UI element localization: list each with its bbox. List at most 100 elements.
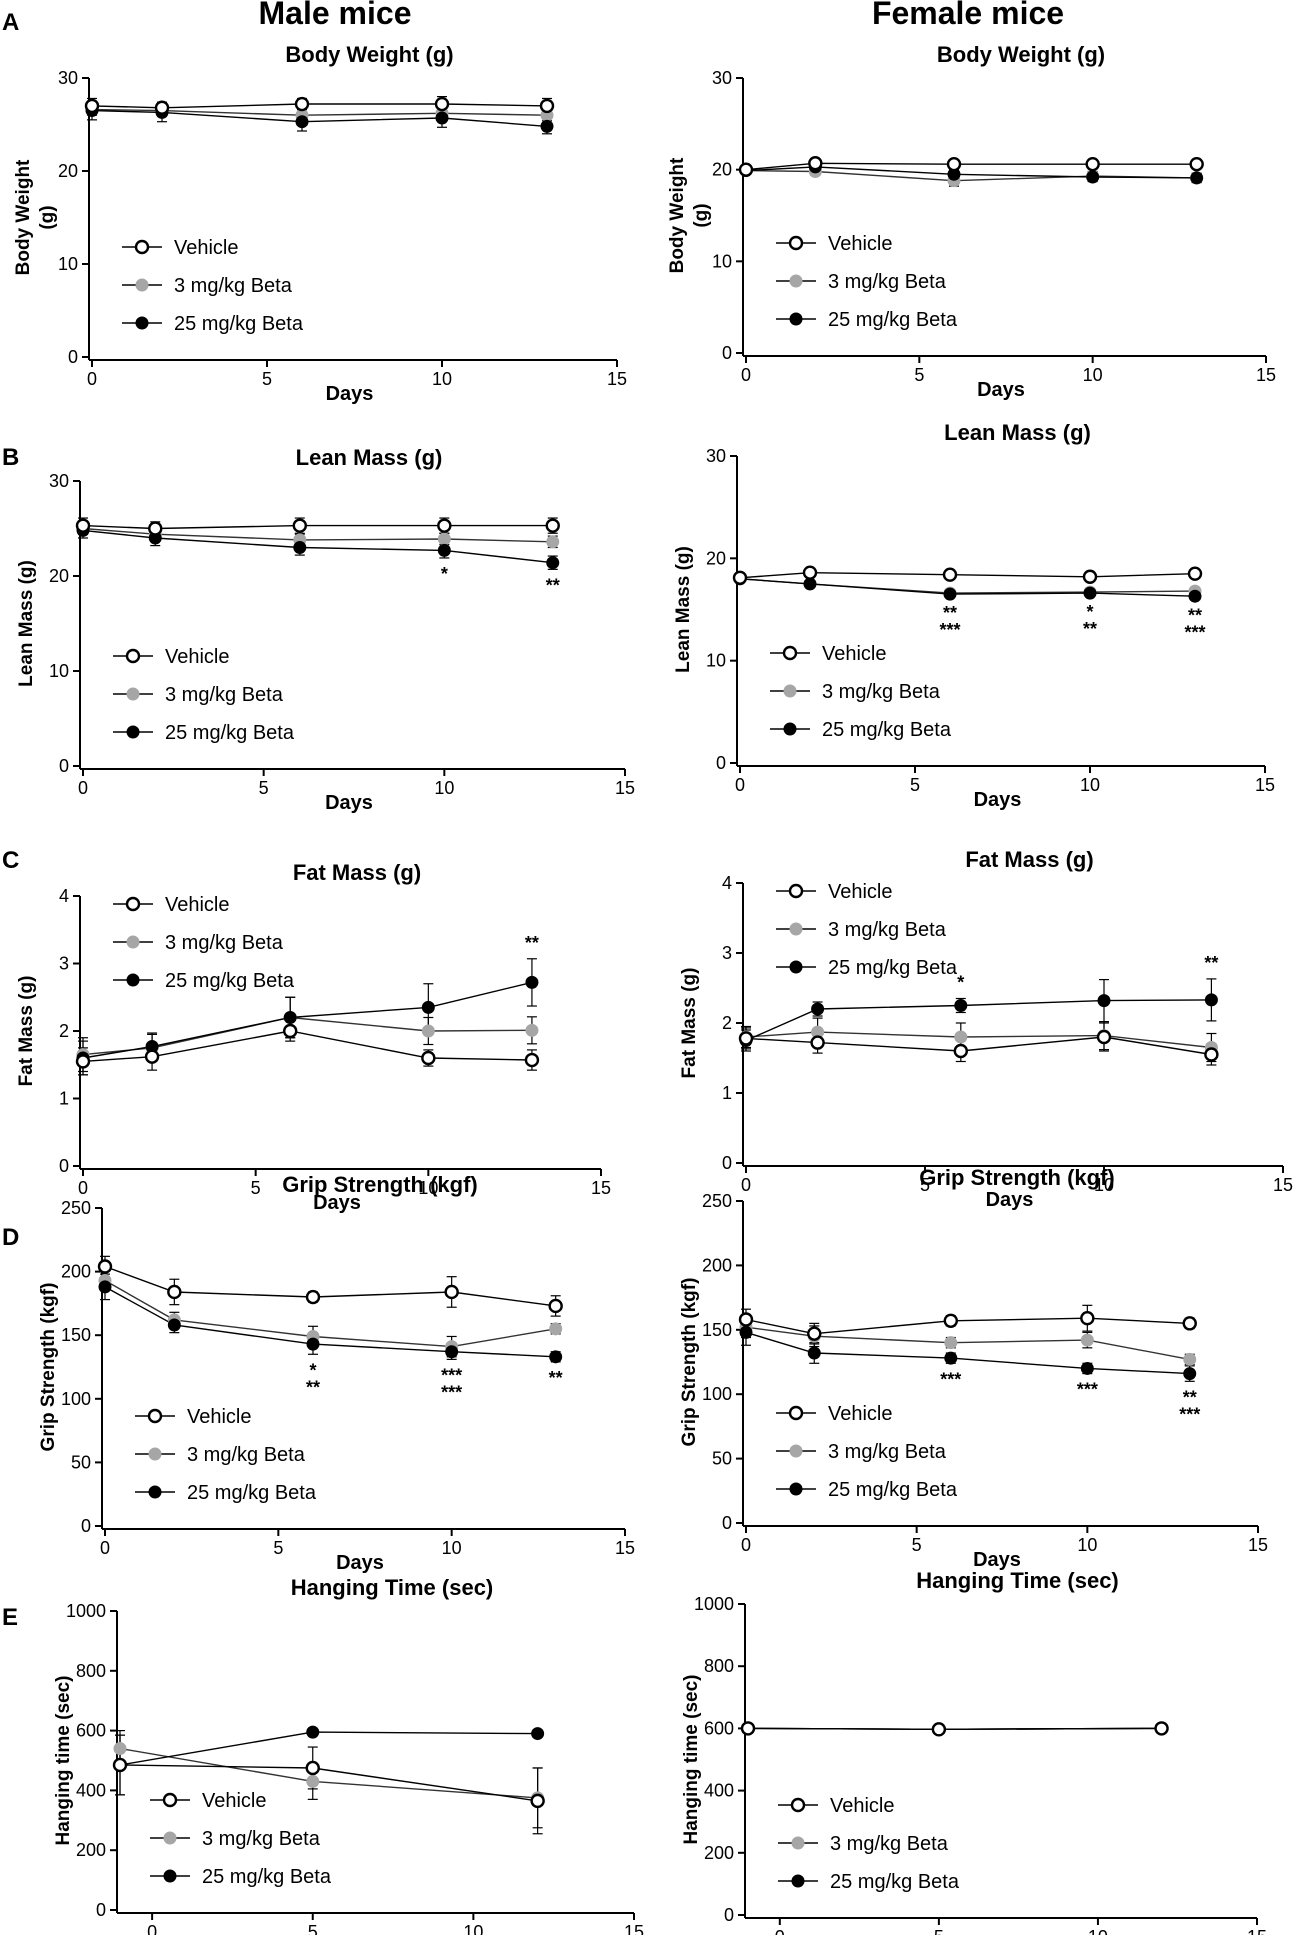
x-tick-label: 10 bbox=[434, 778, 454, 798]
x-tick-label: 0 bbox=[147, 1922, 157, 1935]
y-tick-label: 2 bbox=[722, 1013, 732, 1033]
x-tick-label: 0 bbox=[78, 778, 88, 798]
data-point-0 bbox=[738, 1031, 754, 1046]
data-point-0 bbox=[1082, 569, 1098, 584]
significance-stars: ** bbox=[525, 933, 539, 953]
data-point-0 bbox=[942, 567, 958, 582]
chart-C-male: 0 1 2 3 4 0 5 10 15 Fat Mass (g) Days Fat Mass (g) *… bbox=[16, 860, 611, 1214]
legend-label: 3 mg/kg Beta bbox=[187, 1444, 306, 1466]
chart-title: Hanging Time (sec) bbox=[916, 1568, 1119, 1593]
data-point-0 bbox=[75, 1054, 91, 1069]
data-point-1 bbox=[1183, 1352, 1197, 1366]
data-point-0 bbox=[1187, 566, 1203, 581]
x-tick-label: 10 bbox=[1088, 1927, 1108, 1935]
y-tick-label: 400 bbox=[76, 1780, 106, 1800]
chart-title: Fat Mass (g) bbox=[293, 860, 421, 885]
x-tick-label: 15 bbox=[607, 369, 627, 389]
panel-letter-a: A bbox=[2, 9, 19, 36]
legend-marker bbox=[789, 1482, 803, 1496]
data-point-0 bbox=[1182, 1316, 1197, 1331]
legend-marker bbox=[126, 687, 140, 701]
y-tick-label: 200 bbox=[702, 1255, 732, 1275]
x-tick-label: 5 bbox=[912, 1535, 922, 1555]
panel-letter-e: E bbox=[2, 1604, 18, 1631]
data-point-0 bbox=[548, 1298, 563, 1314]
x-tick-label: 5 bbox=[262, 369, 272, 389]
significance-stars: *** bbox=[1184, 622, 1205, 642]
data-point-2 bbox=[546, 556, 560, 570]
significance-stars: ** bbox=[943, 603, 957, 623]
legend-marker bbox=[789, 274, 803, 288]
y-axis-label: Lean Mass (g) bbox=[673, 546, 694, 673]
x-tick-label: 5 bbox=[273, 1538, 283, 1558]
data-point-2 bbox=[540, 119, 554, 133]
legend-label: 25 mg/kg Beta bbox=[828, 1479, 958, 1501]
legend-marker bbox=[163, 1831, 177, 1845]
y-tick-label: 30 bbox=[712, 68, 732, 88]
legend-marker bbox=[125, 896, 141, 912]
x-tick-label: 5 bbox=[308, 1922, 318, 1935]
y-tick-label: 0 bbox=[59, 1156, 69, 1176]
data-point-2 bbox=[1086, 170, 1100, 184]
data-point-2 bbox=[437, 543, 451, 557]
x-tick-label: 0 bbox=[735, 775, 745, 795]
x-tick-label: 10 bbox=[1080, 775, 1100, 795]
x-tick-label: 10 bbox=[432, 369, 452, 389]
data-point-2 bbox=[295, 115, 309, 129]
data-point-0 bbox=[294, 96, 310, 112]
data-point-0 bbox=[421, 1050, 436, 1066]
y-tick-label: 10 bbox=[712, 251, 732, 271]
y-tick-label: 100 bbox=[702, 1384, 732, 1404]
legend-label: 25 mg/kg Beta bbox=[822, 719, 952, 741]
data-point-2 bbox=[807, 1346, 821, 1360]
chart-A-male: 0 10 20 30 0 5 10 15 Body Weight (g) Days Body Wei… bbox=[13, 42, 627, 405]
chart-title: Lean Mass (g) bbox=[944, 420, 1091, 445]
y-tick-label: 0 bbox=[59, 756, 69, 776]
y-axis-label: Grip Strength (kgf) bbox=[679, 1278, 700, 1447]
legend-label: 25 mg/kg Beta bbox=[165, 722, 295, 744]
y-tick-label: 50 bbox=[71, 1452, 91, 1472]
legend-label: 3 mg/kg Beta bbox=[165, 932, 284, 954]
data-point-0 bbox=[75, 518, 91, 533]
data-point-0 bbox=[530, 1793, 545, 1809]
y-axis-label: Fat Mass (g) bbox=[679, 968, 700, 1079]
x-tick-label: 0 bbox=[87, 369, 97, 389]
legend-label: Vehicle bbox=[174, 237, 239, 259]
legend-label: 3 mg/kg Beta bbox=[822, 681, 941, 703]
significance-stars: *** bbox=[441, 1365, 462, 1385]
legend-marker bbox=[783, 722, 797, 736]
y-tick-label: 10 bbox=[58, 254, 78, 274]
y-tick-label: 30 bbox=[58, 68, 78, 88]
data-point-2 bbox=[1080, 1361, 1094, 1375]
data-point-2 bbox=[549, 1350, 563, 1364]
data-point-2 bbox=[1183, 1367, 1197, 1381]
y-tick-label: 0 bbox=[722, 343, 732, 363]
data-point-0 bbox=[732, 570, 748, 585]
legend-label: 25 mg/kg Beta bbox=[174, 313, 304, 335]
data-point-1 bbox=[546, 535, 560, 549]
y-axis-label: (g) bbox=[37, 205, 58, 229]
y-tick-label: 0 bbox=[96, 1900, 106, 1920]
x-tick-label: 15 bbox=[1248, 1535, 1268, 1555]
x-axis-label: Days bbox=[313, 1192, 361, 1214]
legend-marker bbox=[126, 725, 140, 739]
data-point-0 bbox=[810, 1035, 825, 1050]
y-tick-label: 2 bbox=[59, 1021, 69, 1041]
data-point-1 bbox=[525, 1023, 539, 1037]
female-mice-header: Female mice bbox=[872, 0, 1064, 31]
x-tick-label: 0 bbox=[78, 1178, 88, 1198]
data-point-0 bbox=[283, 1023, 298, 1039]
significance-stars: *** bbox=[441, 1382, 462, 1402]
x-tick-label: 10 bbox=[1077, 1535, 1097, 1555]
y-tick-label: 3 bbox=[59, 954, 69, 974]
x-axis-label: Days bbox=[986, 1189, 1034, 1211]
y-tick-label: 150 bbox=[61, 1325, 91, 1345]
data-point-0 bbox=[808, 156, 823, 171]
significance-stars: *** bbox=[939, 620, 960, 640]
y-tick-label: 800 bbox=[76, 1661, 106, 1681]
data-point-2 bbox=[421, 1000, 435, 1014]
chart-C-female: 0 1 2 3 4 0 5 10 15 Fat Mass (g) Days Fat Mass (g) *… bbox=[679, 847, 1293, 1211]
legend-label: 3 mg/kg Beta bbox=[828, 271, 947, 293]
data-point-2 bbox=[954, 999, 968, 1012]
